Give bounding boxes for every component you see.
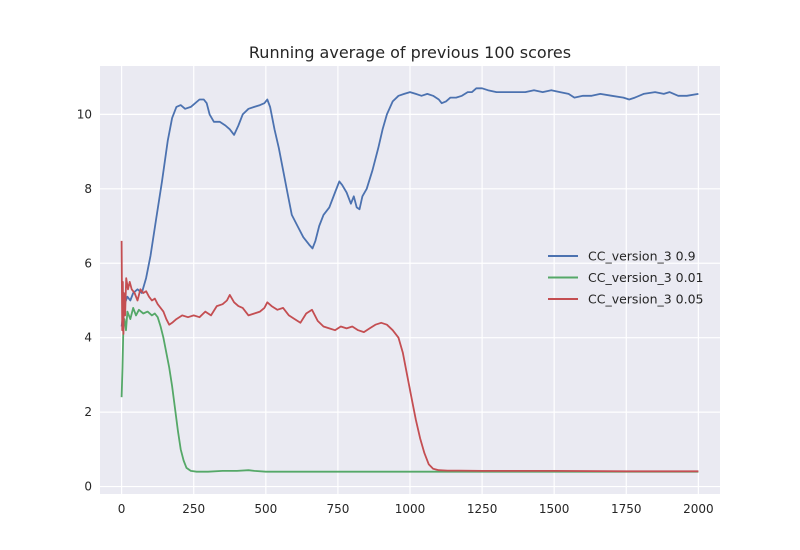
y-tick-label: 6 [84, 256, 92, 270]
x-tick-label: 0 [118, 502, 126, 516]
series-line-2 [120, 240, 699, 473]
series-lines [120, 87, 699, 473]
x-tick-label: 500 [254, 502, 277, 516]
series-line-1 [120, 307, 699, 473]
series-line-0 [120, 87, 699, 327]
x-tick-label: 2000 [683, 502, 714, 516]
x-tick-label: 1500 [539, 502, 570, 516]
x-tick-label: 250 [182, 502, 205, 516]
y-axis-ticks: 0 2 4 6 8 10 [77, 107, 92, 493]
x-axis-ticks: 0 250 500 750 1000 1250 1500 1750 2000 [118, 502, 714, 516]
x-tick-label: 1250 [467, 502, 498, 516]
chart-title: Running average of previous 100 scores [249, 43, 571, 62]
legend: CC_version_3 0.9 CC_version_3 0.01 CC_vers… [548, 249, 704, 307]
grid [100, 66, 720, 494]
x-tick-label: 1000 [395, 502, 426, 516]
x-tick-label: 1750 [611, 502, 642, 516]
y-tick-label: 10 [77, 107, 92, 121]
x-tick-label: 750 [326, 502, 349, 516]
legend-label-2: CC_version_3 0.05 [588, 292, 704, 307]
y-tick-label: 2 [84, 405, 92, 419]
y-tick-label: 4 [84, 331, 92, 345]
y-tick-label: 0 [84, 480, 92, 494]
y-tick-label: 8 [84, 182, 92, 196]
legend-label-0: CC_version_3 0.9 [588, 249, 696, 264]
legend-label-1: CC_version_3 0.01 [588, 270, 704, 285]
